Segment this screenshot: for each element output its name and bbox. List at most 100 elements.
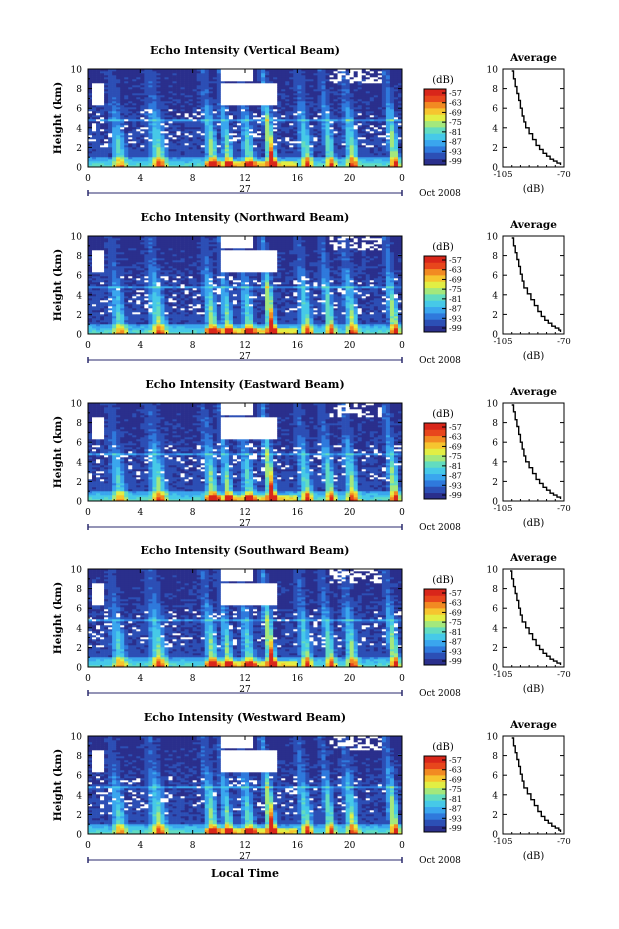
heatmap-cell (148, 93, 153, 96)
heatmap-cell (88, 252, 93, 255)
heatmap-cell (148, 79, 153, 82)
heatmap-cell (232, 151, 238, 154)
heatmap-cell (337, 163, 342, 166)
heatmap-cell (377, 153, 383, 156)
heatmap-cell (152, 93, 157, 96)
heatmap-cell (108, 320, 113, 323)
heatmap-cell (144, 119, 149, 122)
heatmap-cell (104, 155, 109, 158)
heatmap-cell (124, 268, 129, 271)
heatmap-cell (345, 123, 350, 126)
heatmap-cell (196, 143, 202, 146)
heatmap-cell (393, 153, 399, 156)
heatmap-cell (253, 107, 258, 110)
heatmap-cell (277, 129, 282, 132)
heatmap-cell (273, 89, 278, 92)
heatmap-cell (249, 107, 254, 110)
heatmap-cell (369, 163, 375, 166)
heatmap-cell (144, 266, 149, 269)
heatmap-cell (92, 153, 97, 156)
heatmap-cell (377, 143, 383, 146)
heatmap-cell (333, 163, 338, 166)
heatmap-cell (148, 87, 153, 90)
heatmap-cell (269, 133, 274, 136)
heatmap-cell (224, 109, 230, 112)
heatmap-cell (92, 326, 97, 329)
heatmap-cell (301, 129, 306, 132)
heatmap-cell (124, 129, 129, 132)
heatmap-cell (353, 151, 359, 154)
heatmap-cell (156, 268, 161, 271)
heatmap-cell (196, 79, 202, 82)
heatmap-cell (216, 135, 222, 138)
heatmap-cell (313, 101, 318, 104)
heatmap-cell (152, 248, 157, 251)
heatmap-cell (152, 308, 157, 311)
heatmap-cell (269, 163, 274, 166)
heatmap-cell (232, 109, 238, 112)
heatmap-cell (160, 246, 165, 249)
heatmap-cell (192, 151, 197, 154)
heatmap-cell (192, 93, 197, 96)
heatmap-cell (96, 330, 101, 333)
heatmap-cell (273, 159, 278, 162)
heatmap-cell (92, 254, 97, 257)
heatmap-cell (349, 71, 354, 74)
heatmap-cell (100, 97, 105, 100)
heatmap-cell (96, 113, 101, 116)
heatmap-cell (341, 135, 346, 138)
heatmap-cell (112, 103, 117, 106)
heatmap-cell (160, 238, 165, 241)
heatmap-cell (112, 272, 117, 275)
heatmap-cell (361, 93, 367, 96)
heatmap-cell (365, 79, 371, 82)
heatmap-cell (341, 69, 346, 72)
heatmap-cell (349, 159, 354, 162)
heatmap-cell (393, 155, 399, 158)
heatmap-cell (253, 101, 258, 104)
heatmap-cell (124, 95, 129, 98)
heatmap-cell (104, 91, 109, 94)
heatmap-cell (212, 87, 218, 90)
heatmap-cell (92, 252, 97, 255)
heatmap-cell (124, 330, 129, 333)
heatmap-cell (313, 157, 318, 160)
heatmap-cell (297, 127, 302, 130)
heatmap-cell (353, 165, 359, 168)
heatmap-cell (245, 157, 250, 160)
heatmap-cell (96, 149, 101, 152)
heatmap-cell (373, 135, 379, 138)
heatmap-cell (253, 103, 258, 106)
heatmap-cell (204, 91, 210, 94)
heatmap-cell (325, 157, 330, 160)
heatmap-cell (216, 117, 222, 120)
heatmap-cell (140, 250, 145, 253)
heatmap-cell (168, 99, 173, 102)
heatmap-cell (136, 270, 141, 273)
heatmap-cell (361, 117, 367, 120)
heatmap-cell (192, 83, 197, 86)
heatmap-cell (104, 282, 109, 285)
heatmap-cell (112, 302, 117, 305)
heatmap-cell (164, 236, 169, 239)
heatmap-cell (100, 306, 105, 309)
heatmap-cell (381, 145, 387, 148)
heatmap-cell (124, 91, 129, 94)
heatmap-cell (168, 320, 173, 323)
heatmap-cell (176, 107, 181, 110)
heatmap-cell (92, 123, 97, 126)
heatmap-cell (208, 133, 214, 136)
heatmap-cell (112, 81, 117, 84)
heatmap-cell (297, 145, 302, 148)
heatmap-cell (373, 85, 379, 88)
heatmap-cell (156, 278, 161, 281)
heatmap-cell (265, 121, 270, 124)
heatmap-cell (212, 79, 218, 82)
heatmap-cell (100, 165, 105, 168)
heatmap-cell (277, 109, 282, 112)
heatmap-cell (176, 117, 181, 120)
heatmap-cell (232, 89, 238, 92)
heatmap-cell (192, 129, 197, 132)
heatmap-cell (385, 101, 391, 104)
heatmap-cell (333, 97, 338, 100)
